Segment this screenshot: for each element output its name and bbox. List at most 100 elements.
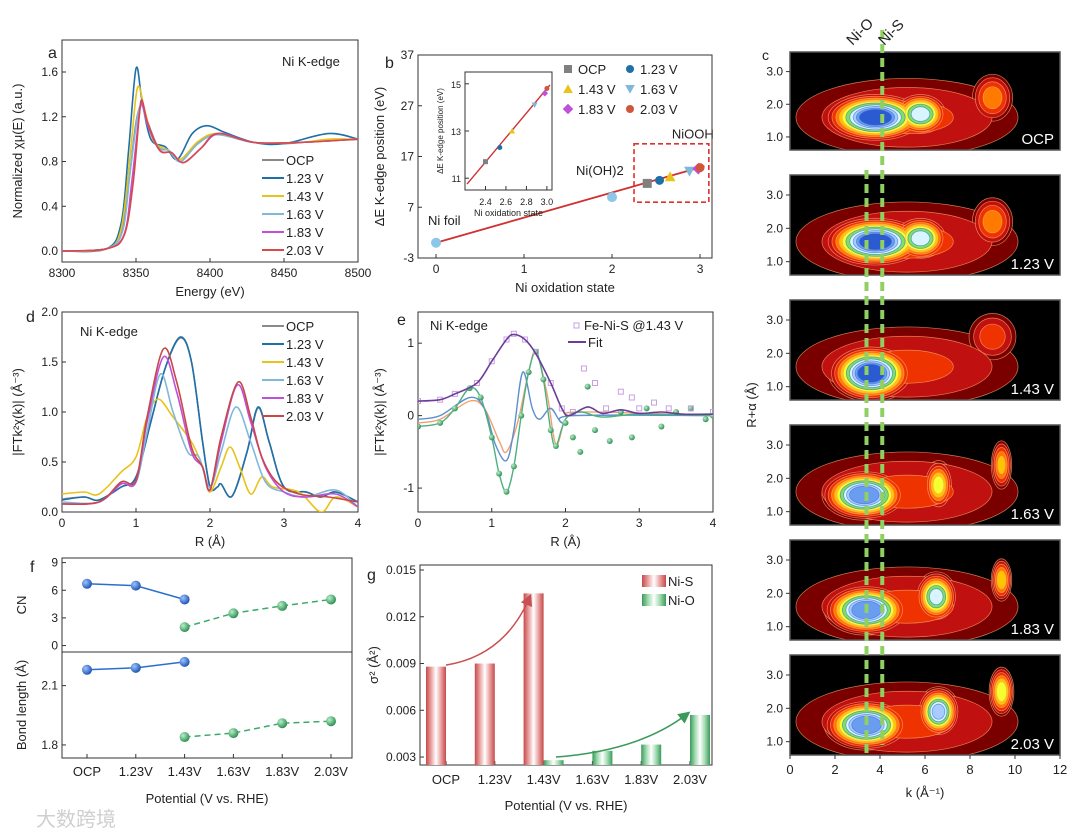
y-tick-label: 3.0 <box>766 188 783 202</box>
y-axis-label: Normalized χμ(E) (a.u.) <box>10 84 25 219</box>
x-tick-label: OCP <box>432 772 460 787</box>
y-tick-label: 0.0 <box>41 244 58 258</box>
real-part-point <box>562 419 569 426</box>
series-line <box>184 598 332 628</box>
real-part-point <box>477 394 484 401</box>
marker-circle <box>626 105 634 113</box>
data-square <box>474 380 480 387</box>
legend-swatch <box>573 322 580 329</box>
data-square <box>636 405 643 412</box>
y-tick-label: 2.0 <box>766 346 783 360</box>
x-tick-label: 2.4 <box>479 197 492 207</box>
legend-label: 1.23 V <box>286 337 324 352</box>
heatmap-contour <box>910 106 931 122</box>
heatmap-contour <box>859 233 892 250</box>
y-tick-label: 1.0 <box>766 130 783 144</box>
x-axis-label: R (Å) <box>550 534 580 549</box>
marker-square <box>642 178 652 188</box>
x-tick-label: 8300 <box>49 266 76 280</box>
legend-label: 1.83 V <box>286 225 324 240</box>
y-tick-label: -1 <box>403 481 414 495</box>
panel-label-b: b <box>385 55 394 72</box>
real-part-point <box>584 383 591 390</box>
series-group <box>62 66 358 253</box>
heatmap-contour <box>997 455 1006 475</box>
data-square <box>547 380 554 387</box>
y-tick-label: 0 <box>407 409 414 423</box>
legend-swatch <box>642 594 666 606</box>
x-tick-label: 10 <box>1008 762 1022 777</box>
real-part-point <box>702 416 709 423</box>
marker-triangle-up <box>563 84 573 93</box>
inset-frame <box>464 71 553 191</box>
y-tick-label: 3.0 <box>766 553 783 567</box>
legend-label: OCP <box>286 153 314 168</box>
real-part-point <box>577 448 584 455</box>
x-tick-label: 4 <box>876 762 883 777</box>
y-tick-label: 15 <box>451 80 461 90</box>
y-tick-label: 37 <box>401 48 415 62</box>
data-square <box>665 405 672 412</box>
bar-ni-s <box>523 593 544 765</box>
marker-circle <box>626 65 634 73</box>
data-point <box>130 662 141 673</box>
y-tick-label: 0.003 <box>386 750 416 764</box>
data-point <box>228 608 239 619</box>
ni-o-label: Ni-O <box>843 15 877 49</box>
marker-diamond <box>541 89 549 97</box>
heatmap-contour <box>982 86 1003 110</box>
y-axis-label: R+α (Å) <box>744 382 759 427</box>
component-line <box>418 371 713 462</box>
x-tick-label: 12 <box>1053 762 1067 777</box>
heatmap-contour <box>996 570 1007 590</box>
x-tick-label: 0 <box>415 516 422 530</box>
x-tick-label: 3 <box>697 262 704 276</box>
data-point <box>228 728 239 739</box>
reference-point <box>431 237 442 248</box>
legend-label: Ni-S <box>668 574 694 589</box>
y-axis-label: |FTk²χ(k)| (Å⁻³) <box>10 368 25 456</box>
y-tick-label: 9 <box>51 556 58 570</box>
y-tick-label: 1.6 <box>41 65 58 79</box>
marker-circle <box>497 145 503 151</box>
x-axis-label: Potential (V vs. RHE) <box>505 798 628 813</box>
real-part-point <box>658 423 665 430</box>
x-tick-label: 3 <box>281 516 288 530</box>
y-tick-label: 0.006 <box>386 703 416 717</box>
x-tick-label: 1.63V <box>216 764 250 779</box>
panel-label-a: a <box>48 45 57 62</box>
y-tick-label: 2.0 <box>766 471 783 485</box>
heatmap-panel <box>790 425 1060 525</box>
data-point <box>179 594 190 605</box>
y-tick-label: 0.015 <box>386 563 416 577</box>
y-tick-label: 0.5 <box>41 455 58 469</box>
data-point <box>179 622 190 633</box>
data-square <box>628 394 635 401</box>
heatmap-panel <box>790 655 1060 755</box>
series-group <box>418 330 713 495</box>
x-tick-label: 1 <box>133 516 140 530</box>
marker-triangle-up <box>664 171 676 182</box>
data-square <box>592 380 598 387</box>
x-tick-label: 0 <box>433 262 440 276</box>
x-tick-label: 1.83V <box>265 764 299 779</box>
y-tick-label: 1.0 <box>766 735 783 749</box>
heatmap-panel <box>790 300 1060 400</box>
legend-label: Fe-Ni-S @1.43 V <box>584 318 683 333</box>
annotation-text: Ni K-edge <box>282 54 340 69</box>
real-part-point <box>592 427 598 434</box>
real-part-point <box>547 427 554 434</box>
y-tick-label: 1.0 <box>766 505 783 519</box>
heatmap-contour <box>979 323 1006 350</box>
series-line <box>184 720 332 738</box>
legend-label: 1.63 V <box>640 82 678 97</box>
data-square <box>521 336 528 343</box>
y-tick-label: 1.0 <box>766 620 783 634</box>
heatmap-panel <box>790 175 1060 275</box>
y-tick-label: 3.0 <box>766 668 783 682</box>
legend-label: 1.43 V <box>578 82 616 97</box>
real-part-point <box>552 443 559 450</box>
legend-label: 1.23 V <box>286 171 324 186</box>
niooh-label: NiOOH <box>672 127 714 142</box>
heatmap-potential-label: 1.83 V <box>1011 621 1054 638</box>
